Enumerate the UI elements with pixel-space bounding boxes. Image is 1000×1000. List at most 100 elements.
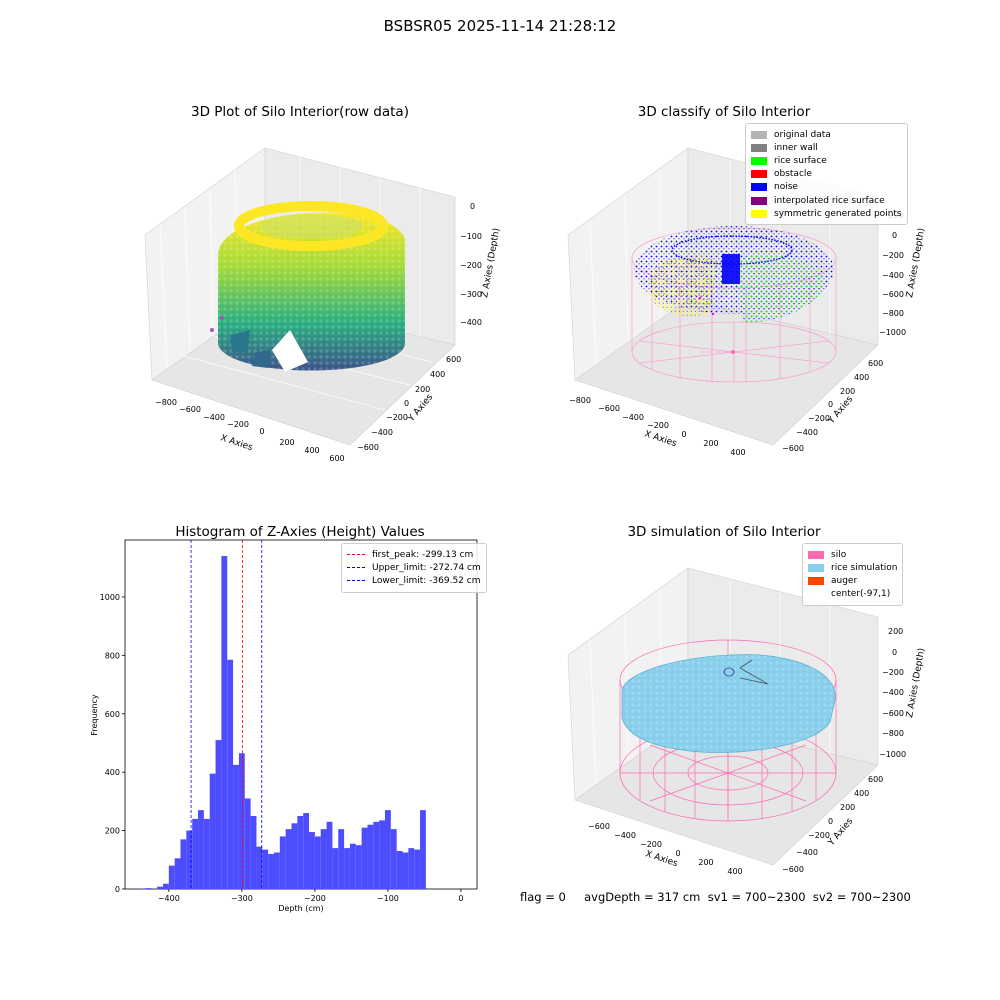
histogram-bar bbox=[420, 810, 426, 889]
raw-plot-title: 3D Plot of Silo Interior(row data) bbox=[191, 104, 409, 120]
svg-text:Z Axies (Depth): Z Axies (Depth) bbox=[480, 227, 502, 298]
svg-text:−400: −400 bbox=[614, 831, 636, 840]
histogram-bar bbox=[367, 824, 374, 889]
legend-swatch bbox=[808, 563, 824, 572]
histogram-bar bbox=[390, 829, 397, 889]
svg-text:−400: −400 bbox=[203, 413, 225, 422]
histogram-bar bbox=[192, 818, 199, 889]
histogram-bar bbox=[221, 556, 228, 889]
histogram-y-label: Frequency bbox=[90, 694, 99, 736]
legend-swatch bbox=[751, 170, 767, 179]
legend-swatch bbox=[751, 209, 767, 218]
histogram-bar bbox=[320, 829, 327, 889]
histogram-bar bbox=[344, 848, 350, 889]
svg-text:−200: −200 bbox=[882, 251, 904, 260]
histogram-bar bbox=[209, 773, 216, 889]
histogram-y-ticks: 0 200 400 600 800 1000 bbox=[100, 593, 125, 894]
legend-swatch bbox=[808, 590, 824, 598]
svg-text:−300: −300 bbox=[460, 290, 482, 299]
svg-text:200: 200 bbox=[840, 803, 855, 812]
simulation-plot-title: 3D simulation of Silo Interior bbox=[627, 524, 821, 540]
svg-text:200: 200 bbox=[415, 385, 430, 394]
histogram-bar bbox=[262, 849, 269, 889]
legend-entry-silo: silo bbox=[808, 548, 897, 561]
histogram-bar bbox=[244, 798, 251, 889]
histogram-bar bbox=[198, 810, 204, 889]
histogram-bar bbox=[273, 852, 280, 889]
svg-text:−400: −400 bbox=[796, 428, 818, 437]
svg-text:−1000: −1000 bbox=[879, 328, 906, 337]
svg-text:−800: −800 bbox=[569, 396, 591, 405]
histogram-bar bbox=[174, 858, 181, 889]
svg-text:400: 400 bbox=[854, 373, 869, 382]
legend-entry-inner-wall: inner wall bbox=[751, 141, 902, 154]
histogram-bar bbox=[384, 810, 391, 889]
histogram-bar bbox=[396, 851, 403, 889]
simulation-legend: silo rice simulation auger center(-97,1) bbox=[802, 543, 904, 606]
svg-text:X Axies: X Axies bbox=[219, 433, 254, 453]
svg-text:−400: −400 bbox=[796, 848, 818, 857]
histogram-bar bbox=[379, 820, 385, 889]
histogram-bar bbox=[250, 815, 257, 889]
histogram-bar bbox=[233, 764, 239, 889]
y-tick-label: 200 bbox=[105, 827, 120, 836]
svg-text:−600: −600 bbox=[179, 405, 201, 414]
svg-text:−100: −100 bbox=[460, 232, 482, 241]
svg-text:−600: −600 bbox=[882, 290, 904, 299]
svg-text:200: 200 bbox=[703, 439, 718, 448]
histogram-bar bbox=[186, 830, 193, 889]
svg-text:0: 0 bbox=[892, 648, 897, 657]
x-tick-label: −100 bbox=[377, 894, 399, 903]
svg-text:600: 600 bbox=[868, 775, 883, 784]
svg-text:−600: −600 bbox=[882, 709, 904, 718]
legend-entry-rice-surface: rice surface bbox=[751, 154, 902, 167]
histogram-bar bbox=[361, 827, 368, 889]
histogram-bar bbox=[414, 849, 421, 889]
svg-text:Y Axies: Y Axies bbox=[406, 392, 435, 424]
svg-text:200: 200 bbox=[840, 387, 855, 396]
histogram-bar bbox=[168, 865, 175, 889]
svg-text:−1000: −1000 bbox=[879, 750, 906, 759]
legend-line-red bbox=[347, 554, 365, 556]
svg-text:600: 600 bbox=[446, 355, 461, 364]
histogram-bar bbox=[279, 836, 286, 889]
histogram-bars bbox=[139, 556, 426, 889]
legend-swatch bbox=[751, 183, 767, 192]
legend-entry-auger: auger bbox=[808, 574, 897, 587]
legend-swatch bbox=[751, 156, 767, 165]
y-tick-label: 1000 bbox=[100, 593, 120, 602]
svg-text:400: 400 bbox=[854, 789, 869, 798]
svg-text:0: 0 bbox=[681, 430, 686, 439]
histogram-bar bbox=[139, 888, 146, 889]
histogram-bar bbox=[157, 886, 163, 889]
svg-text:200: 200 bbox=[888, 627, 903, 636]
histogram-bar bbox=[309, 832, 315, 889]
legend-entry-symmetric-generated-points: symmetric generated points bbox=[751, 207, 902, 220]
svg-text:−200: −200 bbox=[647, 421, 669, 430]
simulation-axis-ticks: −600 −400 −200 0 200 400 600 400 200 0 −… bbox=[588, 627, 927, 876]
histogram-bar bbox=[180, 839, 187, 889]
histogram-x-label: Depth (cm) bbox=[278, 904, 323, 913]
svg-text:−200: −200 bbox=[227, 420, 249, 429]
legend-entry-lower-limit: Lower_limit: -369.52 cm bbox=[347, 574, 481, 587]
svg-text:−400: −400 bbox=[460, 318, 482, 327]
svg-text:−400: −400 bbox=[622, 413, 644, 422]
figure-title: BSBSR05 2025-11-14 21:28:12 bbox=[383, 17, 617, 35]
histogram-legend: first_peak: -299.13 cm Upper_limit: -272… bbox=[341, 543, 487, 593]
legend-swatch bbox=[808, 550, 824, 559]
legend-entry-first-peak: first_peak: -299.13 cm bbox=[347, 548, 481, 561]
svg-text:−800: −800 bbox=[882, 729, 904, 738]
histogram-bar bbox=[349, 843, 356, 889]
svg-text:−200: −200 bbox=[386, 413, 408, 422]
histogram-bar bbox=[256, 846, 263, 889]
svg-text:400: 400 bbox=[727, 867, 742, 876]
classify-point-cloud bbox=[634, 226, 834, 354]
svg-text:600: 600 bbox=[868, 359, 883, 368]
histogram-bar bbox=[373, 821, 380, 889]
svg-text:−600: −600 bbox=[598, 404, 620, 413]
svg-text:X Axies: X Axies bbox=[643, 429, 678, 449]
svg-text:−200: −200 bbox=[460, 261, 482, 270]
svg-text:−800: −800 bbox=[155, 398, 177, 407]
svg-text:600: 600 bbox=[329, 454, 344, 463]
